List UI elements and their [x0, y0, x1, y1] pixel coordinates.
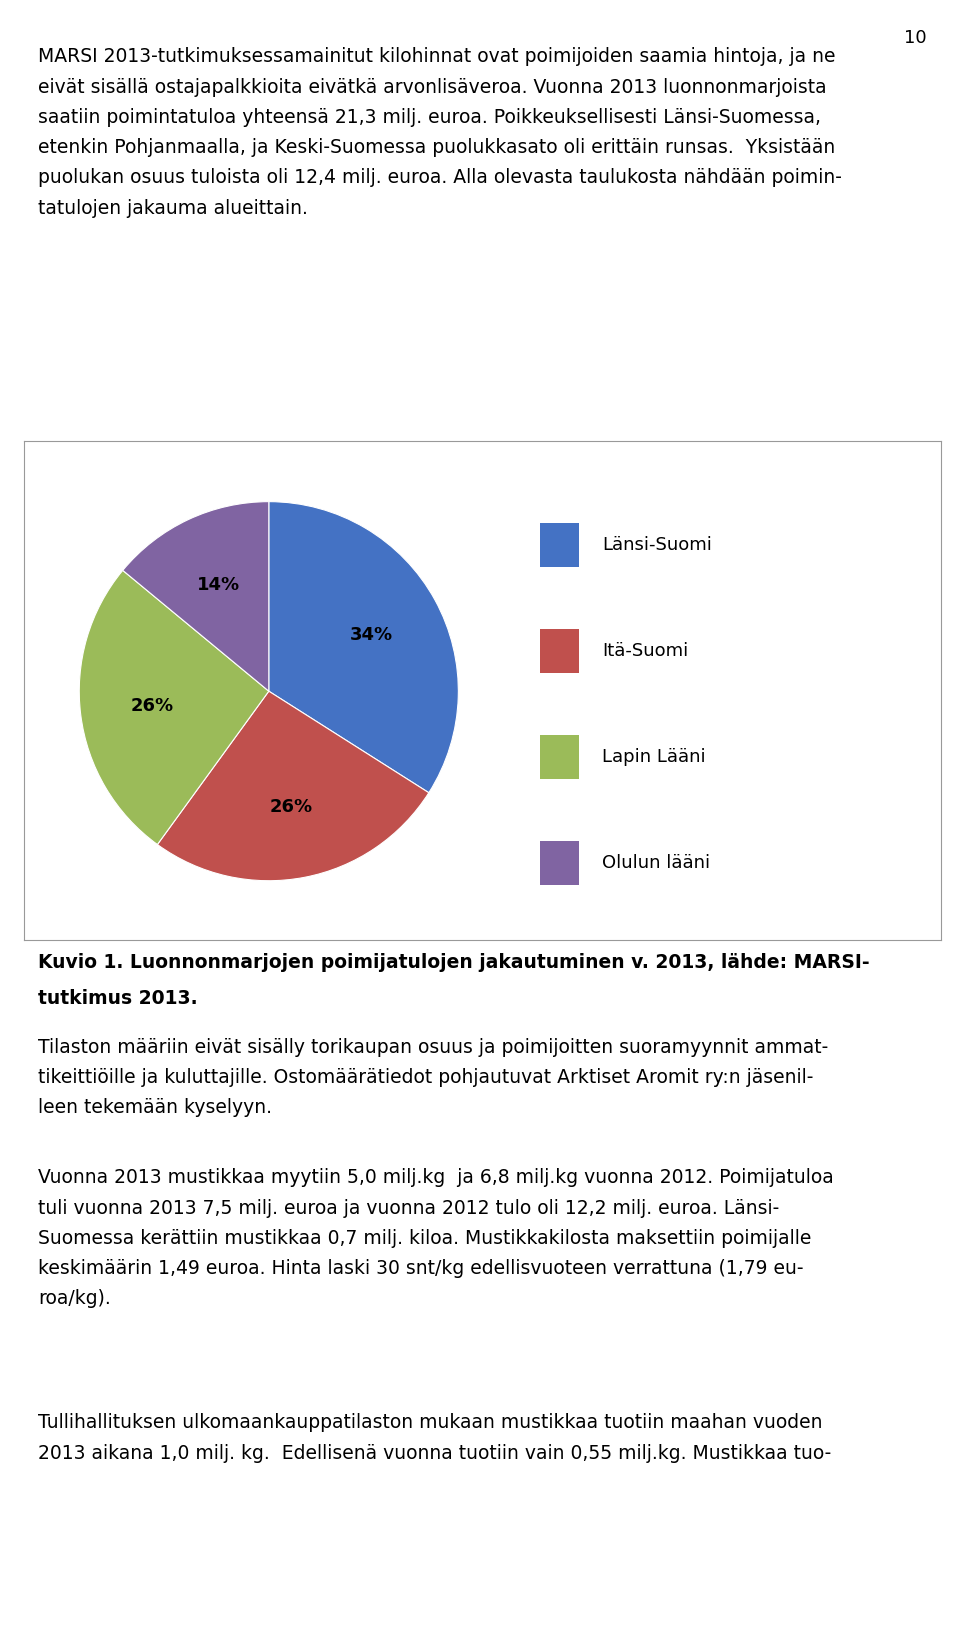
FancyBboxPatch shape	[540, 735, 579, 779]
Wedge shape	[123, 502, 269, 691]
Text: Lapin Lääni: Lapin Lääni	[602, 748, 706, 766]
Text: Olulun lääni: Olulun lääni	[602, 853, 710, 873]
FancyBboxPatch shape	[540, 523, 579, 567]
Wedge shape	[269, 502, 458, 792]
Text: Tilaston määriin eivät sisälly torikaupan osuus ja poimijoitten suoramyynnit amm: Tilaston määriin eivät sisälly torikaupa…	[38, 1038, 828, 1118]
Wedge shape	[80, 570, 269, 845]
Text: Kuvio 1. Luonnonmarjojen poimijatulojen jakautuminen v. 2013, lähde: MARSI-: Kuvio 1. Luonnonmarjojen poimijatulojen …	[38, 953, 870, 972]
FancyBboxPatch shape	[540, 840, 579, 886]
Text: 14%: 14%	[197, 575, 240, 593]
Text: Länsi-Suomi: Länsi-Suomi	[602, 536, 711, 554]
FancyBboxPatch shape	[540, 629, 579, 673]
Text: 10: 10	[903, 29, 926, 47]
Text: 26%: 26%	[269, 797, 312, 815]
Wedge shape	[157, 691, 429, 881]
Text: Vuonna 2013 mustikkaa myytiin 5,0 milj.kg  ja 6,8 milj.kg vuonna 2012. Poimijatu: Vuonna 2013 mustikkaa myytiin 5,0 milj.k…	[38, 1168, 834, 1309]
Text: Tullihallituksen ulkomaankauppatilaston mukaan mustikkaa tuotiin maahan vuoden
2: Tullihallituksen ulkomaankauppatilaston …	[38, 1413, 831, 1462]
Text: MARSI 2013-tutkimuksessamainitut kilohinnat ovat poimijoiden saamia hintoja, ja : MARSI 2013-tutkimuksessamainitut kilohin…	[38, 47, 842, 217]
Text: 26%: 26%	[131, 698, 174, 716]
Text: Itä-Suomi: Itä-Suomi	[602, 642, 688, 660]
Text: 34%: 34%	[350, 626, 394, 644]
Text: tutkimus 2013.: tutkimus 2013.	[38, 989, 198, 1008]
